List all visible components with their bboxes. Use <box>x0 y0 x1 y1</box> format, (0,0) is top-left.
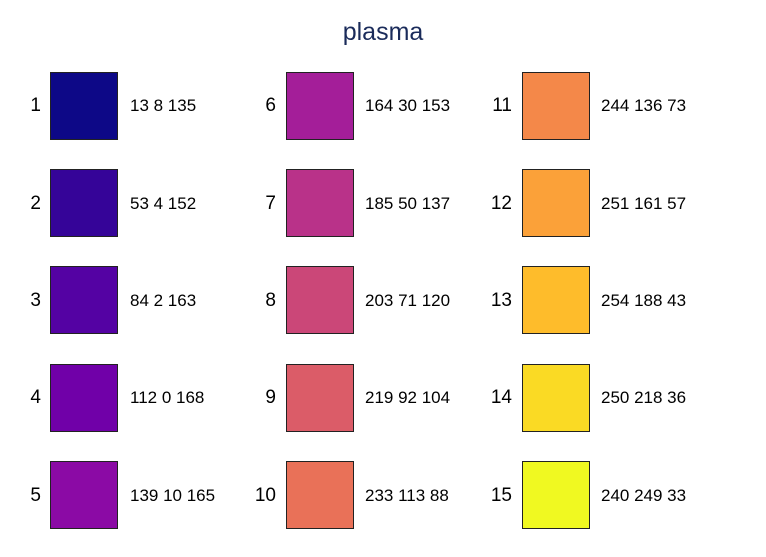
color-swatch-3 <box>50 266 118 334</box>
color-rgb-2: 53 4 152 <box>130 194 197 213</box>
color-rgb-10: 233 113 88 <box>365 486 449 505</box>
color-index-1: 1 <box>30 95 41 116</box>
color-swatch-10 <box>286 461 354 529</box>
color-rgb-4: 112 0 168 <box>130 388 205 407</box>
color-index-10: 10 <box>254 485 276 506</box>
color-swatch-6 <box>286 72 354 140</box>
color-swatch-1 <box>50 72 118 140</box>
color-rgb-5: 139 10 165 <box>130 486 216 505</box>
color-index-6: 6 <box>265 95 276 116</box>
color-swatch-11 <box>522 72 590 140</box>
color-index-15: 15 <box>490 485 512 506</box>
color-index-8: 8 <box>265 290 276 311</box>
color-index-3: 3 <box>30 290 41 311</box>
color-rgb-3: 84 2 163 <box>130 291 197 310</box>
color-swatch-5 <box>50 461 118 529</box>
color-swatch-4 <box>50 364 118 432</box>
color-rgb-11: 244 136 73 <box>601 96 687 115</box>
color-rgb-1: 13 8 135 <box>130 96 197 115</box>
color-rgb-9: 219 92 104 <box>365 388 451 407</box>
color-index-11: 11 <box>492 95 512 116</box>
color-rgb-12: 251 161 57 <box>601 194 687 213</box>
color-index-12: 12 <box>490 193 512 214</box>
color-index-13: 13 <box>490 290 512 311</box>
color-swatch-12 <box>522 169 590 237</box>
color-index-2: 2 <box>30 193 41 214</box>
color-rgb-13: 254 188 43 <box>601 291 687 310</box>
color-rgb-14: 250 218 36 <box>601 388 687 407</box>
color-swatch-7 <box>286 169 354 237</box>
color-rgb-15: 240 249 33 <box>601 486 687 505</box>
color-swatch-9 <box>286 364 354 432</box>
color-rgb-8: 203 71 120 <box>365 291 451 310</box>
color-rgb-7: 185 50 137 <box>365 194 451 213</box>
color-swatch-15 <box>522 461 590 529</box>
color-swatch-13 <box>522 266 590 334</box>
palette-title: plasma <box>342 18 424 46</box>
color-index-14: 14 <box>490 387 512 408</box>
color-index-9: 9 <box>265 387 276 408</box>
color-index-4: 4 <box>30 387 41 408</box>
color-swatch-14 <box>522 364 590 432</box>
color-swatch-2 <box>50 169 118 237</box>
color-swatch-8 <box>286 266 354 334</box>
color-rgb-6: 164 30 153 <box>365 96 451 115</box>
color-index-5: 5 <box>30 485 41 506</box>
color-index-7: 7 <box>265 193 276 214</box>
